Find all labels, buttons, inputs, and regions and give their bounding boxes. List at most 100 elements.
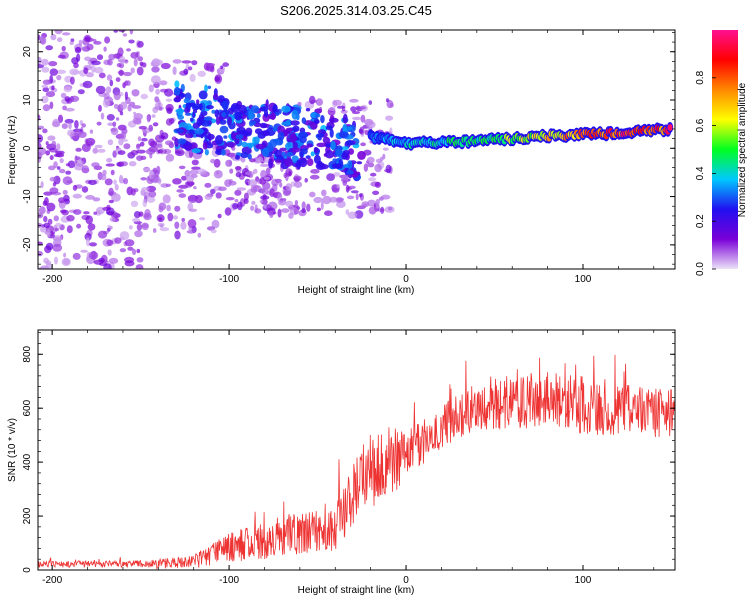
spectrogram-blob [56, 69, 67, 75]
spectrogram-blob-strong [234, 111, 242, 121]
spectrogram-blob [61, 32, 71, 36]
spectrogram-blob [269, 188, 275, 197]
spectrogram-blob-strong [205, 105, 214, 110]
spectrogram-blob [360, 142, 366, 147]
spectrogram-blob [236, 187, 247, 191]
spectrogram-blob-strong [215, 116, 221, 125]
spectrogram-blob-strong [274, 111, 280, 116]
spectrogram-blob [98, 104, 102, 112]
spectrogram-blob [250, 205, 255, 211]
spectrogram-blob [98, 257, 105, 263]
spectrogram-blob [174, 80, 180, 88]
spectrogram-blob [70, 76, 75, 85]
snr-x-tick-label: 0 [403, 575, 409, 586]
spectrogram-blob [188, 66, 193, 71]
spectrogram-x-tick-label: 100 [575, 274, 592, 285]
spectrogram-blob [178, 193, 187, 198]
spectrogram-blob [114, 237, 122, 244]
spectrogram-blob [161, 132, 169, 140]
spectrogram-blob-strong [204, 116, 213, 122]
spectrogram-blob-strong [316, 133, 325, 138]
spectrogram-blob [318, 106, 323, 113]
spectrogram-blob [345, 209, 350, 215]
spectrogram-blob [123, 143, 131, 150]
spectrogram-blob [172, 66, 177, 75]
spectrogram-blob-strong [306, 143, 313, 148]
spectrogram-blob [45, 91, 56, 98]
spectrogram-blob [128, 161, 137, 167]
spectrogram-blob-strong [320, 115, 325, 124]
spectrogram-blob [107, 249, 112, 256]
spectrogram-blob [124, 260, 135, 267]
spectrogram-blob [38, 125, 45, 130]
spectrogram-blob [138, 211, 144, 217]
spectrogram-blob [139, 141, 145, 147]
spectrogram-blob [91, 162, 100, 168]
spectrogram-blob-strong [198, 103, 203, 111]
spectrogram-blob-strong [235, 155, 240, 160]
spectrogram-blob [38, 241, 43, 245]
spectrogram-blob [38, 64, 44, 69]
spectrogram-blob [304, 178, 308, 183]
spectrogram-blob [153, 59, 164, 66]
spectrogram-blob [106, 114, 115, 121]
spectrogram-blob [283, 155, 288, 160]
spectrogram-blob [301, 201, 306, 211]
spectrogram-blob-strong [346, 169, 354, 175]
spectrogram-blob-strong [226, 142, 237, 148]
spectrogram-blob [342, 180, 348, 186]
spectrogram-blob [188, 208, 198, 212]
spectrogram-blob [136, 223, 143, 231]
spectrogram-blob [366, 156, 375, 164]
spectrogram-blob [65, 107, 75, 112]
spectrogram-blob [42, 104, 51, 112]
spectrogram-blob [192, 112, 196, 118]
spectrogram-blob [279, 182, 283, 188]
spectrogram-blob [259, 163, 270, 167]
spectrogram-blob [51, 85, 55, 91]
spectrogram-blob [119, 111, 124, 116]
spectrogram-blob-strong [281, 105, 291, 113]
spectrogram-blob [51, 120, 61, 128]
spectrogram-blob-strong [285, 127, 294, 132]
spectrogram-blob [43, 215, 48, 223]
spectrogram-blob [113, 30, 118, 33]
spectrogram-blob [50, 33, 57, 41]
spectrogram-blob [151, 114, 156, 118]
spectrogram-blob [136, 66, 144, 76]
spectrogram-blob [355, 193, 359, 201]
spectrogram-blob [178, 165, 186, 170]
spectrogram-blob [385, 164, 392, 174]
spectrogram-blob [66, 225, 73, 234]
spectrogram-blob [130, 188, 136, 196]
spectrogram-blob-strong [279, 147, 287, 152]
spectrogram-blob [81, 165, 90, 174]
spectrogram-blob [306, 158, 314, 167]
spectrogram-blob-strong [328, 117, 339, 123]
spectrogram-blob [72, 252, 81, 260]
snr-y-tick-label: 600 [22, 399, 33, 416]
spectrogram-blob [220, 65, 224, 70]
spectrogram-blob-strong [345, 140, 354, 146]
spectrogram-blob [181, 175, 187, 181]
spectrogram-blob-strong [221, 112, 226, 118]
spectrogram-blob [350, 190, 359, 194]
spectrogram-blob [126, 80, 131, 86]
spectrogram-blob [92, 197, 101, 202]
spectrogram-blob-strong [187, 129, 197, 135]
spectrogram-blob-strong [335, 163, 342, 170]
spectrogram-blob [113, 179, 117, 185]
spectrogram-blob [225, 197, 235, 201]
spectrogram-blob [38, 206, 46, 215]
spectrogram-blob [237, 201, 243, 211]
spectrogram-blob [310, 151, 315, 157]
spectrogram-blob [196, 99, 200, 105]
spectrogram-blob [370, 172, 377, 177]
spectrogram-blob [108, 199, 114, 204]
spectrogram-x-tick-label: -100 [219, 274, 239, 285]
spectrogram-blob-strong [184, 133, 194, 138]
spectrogram-blob-strong [215, 135, 223, 145]
spectrogram-blob [384, 206, 395, 213]
spectrogram-blob [41, 66, 50, 73]
spectrogram-blob [285, 183, 292, 191]
